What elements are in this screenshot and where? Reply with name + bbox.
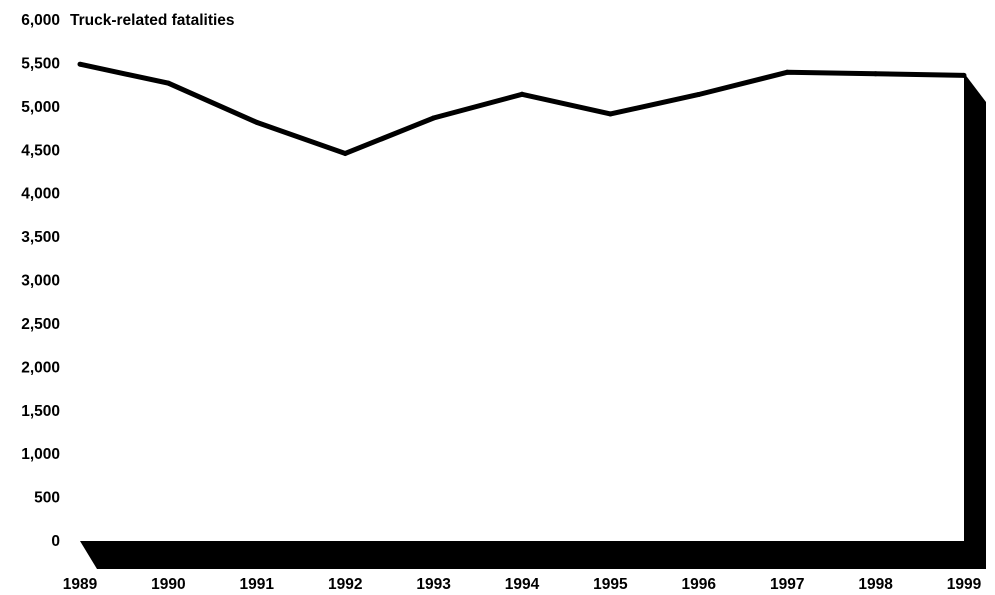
x-axis-ticks: 1989 1990 1991 1992 1993 1994 1995 1996 1997 1998… [63, 576, 982, 593]
data-point [519, 91, 525, 97]
y-tick-label: 2,000 [21, 359, 60, 376]
data-point [77, 61, 83, 67]
x-tick-label: 1993 [416, 576, 451, 593]
data-point [165, 80, 171, 86]
y-tick-label: 3,500 [21, 229, 60, 246]
data-point [696, 92, 702, 97]
data-point [342, 151, 348, 156]
y-tick-label: 1,000 [21, 446, 60, 463]
x-tick-label: 1997 [770, 576, 804, 593]
x-tick-label: 1991 [240, 576, 275, 593]
y-tick-label: 1,500 [21, 403, 60, 420]
series-line [79, 61, 965, 157]
y-tick-label: 4,000 [21, 186, 60, 203]
data-point [254, 119, 260, 125]
data-point [784, 69, 790, 75]
x-tick-label: 1995 [593, 576, 628, 593]
x-tick-label: 1996 [682, 576, 717, 593]
x-tick-label: 1990 [151, 576, 185, 593]
data-point [607, 111, 613, 117]
y-axis-title: Truck-related fatalities [70, 12, 235, 29]
y-tick-label: 6,000 [21, 12, 60, 29]
x-tick-label: 1994 [505, 576, 540, 593]
data-point [873, 71, 879, 77]
x-tick-label: 1992 [328, 576, 362, 593]
y-tick-label: 5,500 [21, 55, 60, 72]
y-tick-label: 500 [34, 490, 60, 507]
chart-floor-shadow [80, 541, 964, 569]
x-tick-label: 1989 [63, 576, 98, 593]
x-tick-label: 1999 [947, 576, 982, 593]
data-point [961, 72, 967, 78]
y-tick-label: 0 [51, 533, 60, 550]
y-tick-label: 2,500 [21, 316, 60, 333]
data-point [431, 115, 437, 121]
y-axis-ticks: 0 500 1,000 1,500 2,000 2,500 3,000 3,500 4,000 4… [21, 12, 60, 550]
chart-wall-shadow [964, 73, 986, 569]
y-tick-label: 4,500 [21, 142, 60, 159]
series-points [77, 61, 967, 156]
y-tick-label: 3,000 [21, 273, 60, 290]
x-tick-label: 1998 [858, 576, 893, 593]
y-tick-label: 5,000 [21, 99, 60, 116]
